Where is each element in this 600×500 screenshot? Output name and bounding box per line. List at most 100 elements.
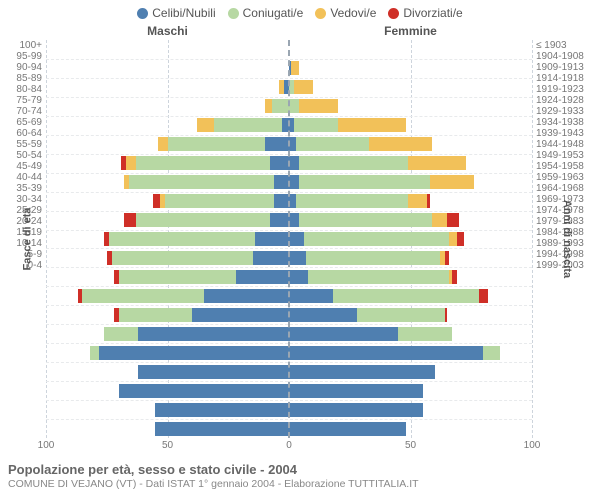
male-half (46, 211, 289, 230)
bar-segment (119, 384, 289, 398)
legend-label: Coniugati/e (243, 6, 304, 20)
male-half (46, 305, 289, 324)
bar-segment (338, 118, 406, 132)
bar-segment (253, 251, 289, 265)
footer: Popolazione per età, sesso e stato civil… (0, 456, 600, 490)
birth-tick: 1944-1948 (532, 139, 600, 150)
bar-segment (270, 213, 289, 227)
bar-segment (445, 308, 447, 322)
female-half (289, 230, 532, 249)
bar-segment (299, 99, 338, 113)
age-tick: 40-44 (0, 172, 46, 183)
bar-stack (289, 137, 432, 151)
bar-stack (104, 232, 289, 246)
female-half (289, 40, 532, 59)
male-half (46, 419, 289, 438)
bar-segment (408, 156, 466, 170)
bar-stack (289, 118, 406, 132)
chart-title: Popolazione per età, sesso e stato civil… (8, 462, 592, 477)
chart-subtitle: COMUNE DI VEJANO (VT) - Dati ISTAT 1° ge… (8, 478, 592, 490)
y-axis-right-title: Anni di nascita (561, 200, 573, 278)
female-half (289, 78, 532, 97)
age-tick: 30-34 (0, 194, 46, 205)
bar-segment (165, 194, 274, 208)
header-male: Maschi (46, 24, 289, 38)
female-half (289, 286, 532, 305)
bar-segment (479, 289, 489, 303)
bar-segment (265, 99, 272, 113)
age-tick: 65-69 (0, 117, 46, 128)
male-half (46, 59, 289, 78)
female-half (289, 211, 532, 230)
bar-segment (296, 194, 408, 208)
bar-segment (306, 251, 440, 265)
bar-segment (427, 194, 429, 208)
bar-stack (289, 384, 423, 398)
male-half (46, 381, 289, 400)
male-half (46, 230, 289, 249)
bar-stack (114, 308, 289, 322)
bar-stack (90, 346, 289, 360)
male-half (46, 40, 289, 59)
male-half (46, 135, 289, 154)
bar-segment (430, 175, 474, 189)
bar-segment (289, 327, 398, 341)
male-half (46, 154, 289, 173)
bar-stack (104, 327, 289, 341)
bar-segment (289, 99, 299, 113)
bar-segment (357, 308, 444, 322)
legend-item: Coniugati/e (228, 6, 304, 20)
bar-segment (265, 137, 289, 151)
birth-tick: 1924-1928 (532, 95, 600, 106)
age-tick: 75-79 (0, 95, 46, 106)
bar-stack (124, 175, 289, 189)
age-tick: 100+ (0, 40, 46, 51)
female-half (289, 381, 532, 400)
age-tick: 50-54 (0, 150, 46, 161)
bar-segment (155, 422, 289, 436)
bar-segment (299, 213, 433, 227)
bar-segment (124, 213, 136, 227)
bar-segment (255, 232, 289, 246)
legend-item: Vedovi/e (315, 6, 376, 20)
bar-segment (99, 346, 289, 360)
bar-segment (168, 137, 265, 151)
bar-segment (299, 175, 430, 189)
bar-stack (158, 137, 289, 151)
bar-segment (236, 270, 289, 284)
legend-swatch (137, 8, 148, 19)
female-half (289, 97, 532, 116)
bar-segment (104, 327, 138, 341)
x-tick: 50 (405, 440, 416, 451)
female-half (289, 324, 532, 343)
bar-segment (304, 232, 450, 246)
bar-stack (289, 156, 466, 170)
age-tick: 35-39 (0, 183, 46, 194)
gender-header-row: Maschi Femmine (0, 24, 600, 38)
male-half (46, 97, 289, 116)
male-half (46, 400, 289, 419)
male-half (46, 267, 289, 286)
x-tick: 50 (162, 440, 173, 451)
bar-segment (109, 232, 255, 246)
bar-segment (153, 194, 160, 208)
bar-segment (129, 175, 275, 189)
age-tick: 60-64 (0, 128, 46, 139)
bar-segment (289, 251, 306, 265)
female-half (289, 267, 532, 286)
bar-segment (483, 346, 500, 360)
center-line (288, 40, 290, 438)
bar-segment (333, 289, 479, 303)
x-tick: 100 (38, 440, 55, 451)
male-half (46, 343, 289, 362)
x-tick: 100 (524, 440, 541, 451)
age-tick: 85-89 (0, 73, 46, 84)
bar-stack (289, 251, 449, 265)
female-half (289, 400, 532, 419)
bar-segment (158, 137, 168, 151)
bar-segment (447, 213, 459, 227)
bar-segment (432, 213, 447, 227)
male-half (46, 362, 289, 381)
bar-stack (197, 118, 289, 132)
bar-segment (289, 137, 296, 151)
